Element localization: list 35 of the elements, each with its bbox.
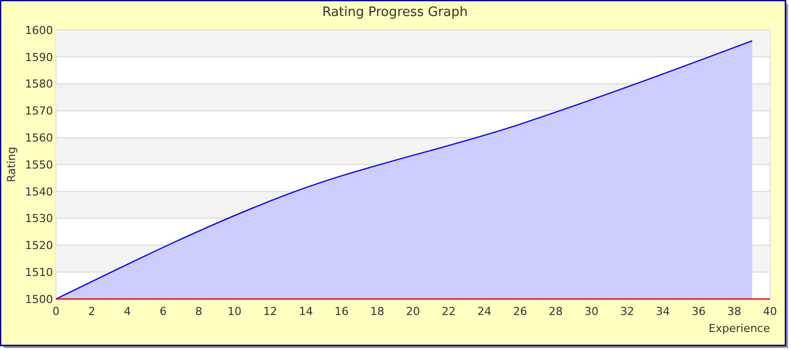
x-tick-label: 18 — [370, 305, 384, 318]
x-tick-label: 14 — [298, 305, 313, 318]
x-tick-label: 26 — [513, 305, 528, 318]
x-tick-label: 24 — [477, 305, 492, 318]
x-tick-label: 0 — [52, 305, 60, 318]
y-tick-label: 1560 — [25, 131, 53, 144]
x-tick-label: 28 — [548, 305, 563, 318]
y-tick-label: 1530 — [25, 212, 53, 226]
x-tick-label: 6 — [160, 305, 167, 318]
x-tick-label: 12 — [263, 305, 278, 318]
x-tick-label: 16 — [334, 305, 349, 318]
x-tick-label: 38 — [727, 305, 742, 318]
x-tick-label: 30 — [584, 305, 598, 318]
y-tick-label: 1600 — [25, 24, 53, 37]
x-tick-label: 32 — [620, 305, 634, 318]
y-tick-label: 1590 — [25, 50, 53, 64]
y-axis-title: Rating — [5, 146, 18, 182]
y-tick-label: 1500 — [25, 292, 53, 306]
x-tick-label: 22 — [442, 305, 456, 318]
x-tick-label: 20 — [406, 305, 420, 318]
x-axis-title: Experience — [708, 322, 770, 335]
x-tick-label: 8 — [195, 305, 202, 318]
x-tick-label: 10 — [228, 305, 242, 318]
x-tick-label: 2 — [88, 305, 96, 318]
y-tick-label: 1550 — [25, 158, 53, 172]
y-tick-label: 1510 — [25, 266, 53, 279]
x-tick-label: 4 — [124, 305, 131, 318]
y-tick-label: 1520 — [25, 239, 53, 252]
y-tick-label: 1540 — [25, 185, 53, 198]
x-tick-label: 36 — [692, 305, 706, 318]
x-tick-label: 34 — [656, 305, 670, 318]
y-tick-label: 1570 — [25, 104, 53, 118]
chart-title: Rating Progress Graph — [322, 5, 468, 20]
x-tick-label: 40 — [763, 305, 777, 318]
y-tick-label: 1580 — [25, 78, 53, 91]
